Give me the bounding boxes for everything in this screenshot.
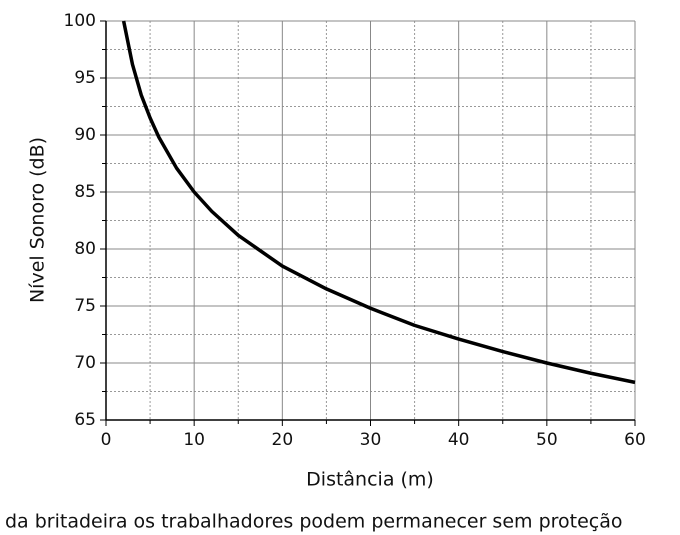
x-tick-label: 60	[624, 430, 646, 450]
x-tick-label: 50	[536, 430, 558, 450]
x-axis-label: Distância (m)	[306, 469, 434, 491]
y-axis-label: Nível Sonoro (dB)	[27, 137, 49, 303]
x-tick-label: 0	[101, 430, 112, 450]
y-tick-label: 85	[74, 182, 96, 202]
x-tick-label: 20	[272, 430, 294, 450]
x-tick-label: 40	[448, 430, 470, 450]
y-tick-label: 65	[74, 410, 96, 430]
y-tick-label: 95	[74, 68, 96, 88]
y-tick-label: 100	[64, 11, 96, 31]
y-tick-label: 70	[74, 353, 96, 373]
x-tick-label: 30	[360, 430, 382, 450]
caption: da britadeira os trabalhadores podem per…	[5, 511, 623, 533]
line-series	[121, 20, 636, 385]
y-tick-label: 80	[74, 239, 96, 259]
y-tick-label: 90	[74, 125, 96, 145]
y-tick-label: 75	[74, 296, 96, 316]
x-tick-label: 10	[183, 430, 205, 450]
